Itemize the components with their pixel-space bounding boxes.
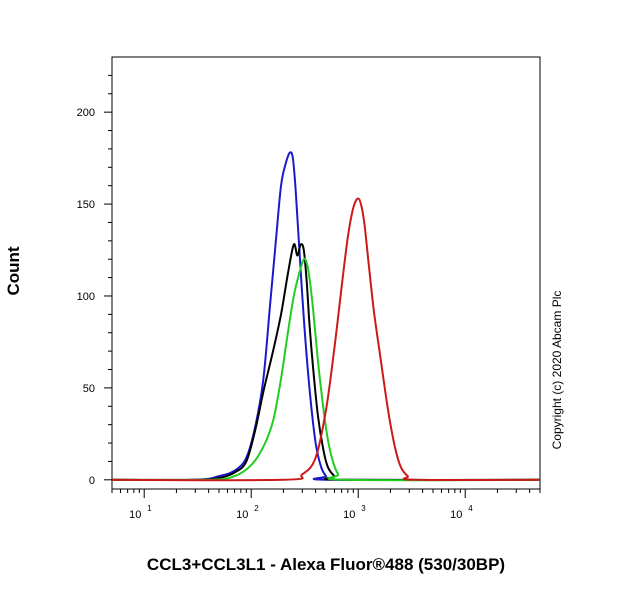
y-tick-label: 200 <box>77 107 95 119</box>
x-tick-label-exponent: 4 <box>468 504 473 513</box>
x-tick-label-base: 10 <box>450 509 462 521</box>
series-red-line <box>111 197 541 482</box>
x-axis-title: CCL3+CCL3L1 - Alexa Fluor®488 (530/30BP) <box>147 555 505 574</box>
y-axis-ticks: 0 50 100 150 200 <box>77 74 112 487</box>
x-axis-ticks: 10 1 10 2 10 3 10 4 <box>111 489 541 521</box>
series-black-line <box>111 243 541 482</box>
x-tick-label-base: 10 <box>236 509 248 521</box>
y-tick-label: 0 <box>89 475 95 487</box>
series-green-line <box>111 257 541 482</box>
series-layer <box>111 151 541 482</box>
x-tick-label-exponent: 3 <box>361 504 366 513</box>
y-tick-label: 50 <box>83 383 95 395</box>
y-tick-label: 150 <box>77 199 95 211</box>
series-blue-line <box>111 151 541 482</box>
x-tick-label-base: 10 <box>343 509 355 521</box>
y-tick-label: 100 <box>77 291 95 303</box>
copyright-annotation: Copyright (c) 2020 Abcam Plc <box>550 291 564 450</box>
x-tick-label-exponent: 1 <box>147 504 152 513</box>
x-tick-label-exponent: 2 <box>254 504 259 513</box>
x-tick-label-base: 10 <box>129 509 141 521</box>
y-axis-title: Count <box>4 246 23 295</box>
